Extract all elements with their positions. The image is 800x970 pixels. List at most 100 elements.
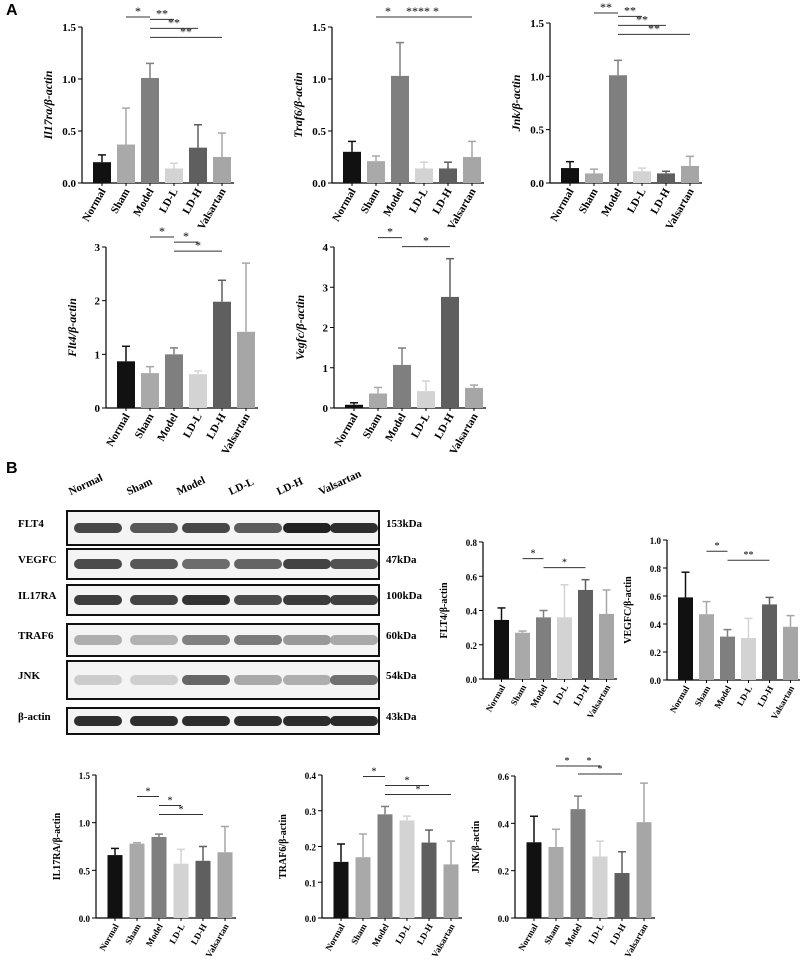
blot-band [330,559,378,569]
blot-band [130,523,178,533]
blot-size-label: 60kDa [386,630,417,642]
blot-band [283,675,331,685]
bar [762,604,777,680]
bar [494,619,509,679]
bar [561,168,579,183]
x-tick-label: Normal [516,922,540,953]
y-tick-label: 0.4 [466,607,478,617]
bar [107,855,123,918]
blot-protein-label: β-actin [18,711,51,723]
x-tick-label: LD-H [180,186,204,216]
bar [570,809,586,918]
blot-size-label: 100kDa [386,590,423,602]
significance-label: * [179,804,184,815]
x-tick-label: Model [155,412,180,444]
significance-label: * [423,234,429,248]
bar [441,296,459,408]
significance-label: * [715,541,720,552]
bar [421,842,437,918]
y-tick-label: 0.2 [466,641,478,651]
x-tick-label: Sham [577,187,601,216]
significance-label: ** [600,0,612,14]
bar-chart: 0.0 0.2 0.4 0.6 0.8 1.0 VEGFC/β-actin Normal Sha… [623,536,800,721]
x-tick-label: Sham [509,683,529,707]
bar [585,173,603,183]
y-tick-label: 1.0 [530,71,544,83]
bar [526,842,542,918]
bar [189,147,207,183]
bar [614,873,630,918]
blot-band [130,559,178,569]
blot-band [283,595,331,605]
bar [237,331,255,408]
x-tick-label: Model [563,922,584,949]
blot-band [234,523,282,533]
blot-band [330,595,378,605]
significance-label: * [433,4,439,18]
x-tick-label: LD-L [167,922,186,946]
blot-size-label: 153kDa [386,518,423,530]
bar [443,864,459,918]
y-tick-label: 0.8 [466,538,478,548]
blot-band [283,523,331,533]
y-tick-label: 1.0 [650,536,662,546]
significance-label: ** [624,3,636,17]
significance-label: * [531,549,536,560]
bar [173,863,189,918]
significance-label: ** [418,4,430,18]
bar [377,814,393,918]
bar [165,168,183,183]
x-tick-label: Normal [330,187,358,224]
bar [439,168,457,183]
x-tick-label: Sham [542,922,562,946]
significance-label: * [562,558,567,569]
bar [463,157,481,183]
significance-label: * [416,784,421,795]
x-tick-label: Model [599,187,624,219]
bar [195,860,211,918]
significance-label: * [159,224,165,238]
bar [355,857,371,918]
bar [678,597,693,680]
y-tick-label: 0.6 [466,572,478,582]
x-tick-label: Sham [361,412,385,441]
blot-size-label: 43kDa [386,711,417,723]
blot-band [182,523,230,533]
blot-size-label: 54kDa [386,670,417,682]
y-tick-label: 0 [323,403,329,415]
x-tick-label: Model [712,684,733,711]
bar [129,843,145,918]
y-tick-label: 1.5 [79,771,91,781]
blot-strip [66,660,380,700]
x-tick-label: Normal [332,412,360,449]
y-axis-label: VEGFC/β-actin [623,576,634,644]
y-tick-label: 0.0 [498,914,510,924]
significance-label: * [168,795,173,806]
bar [783,626,798,680]
significance-label: ** [636,12,648,26]
bar-chart: 0.0 0.5 1.0 1.5 IL17RA/β-actin Normal Sham Mode… [52,771,236,959]
blot-band [182,716,230,726]
bar [417,391,435,408]
x-tick-label: LD-L [407,187,431,216]
x-tick-label: Model [528,683,549,710]
bar [343,151,361,183]
y-tick-label: 1 [323,363,329,375]
blot-band [330,635,378,645]
bar-chart: 0.0 0.1 0.2 0.3 0.4 TRAF6/β-actin Normal Sham Mo… [278,766,462,959]
bar [592,856,608,918]
y-tick-label: 0.0 [305,914,317,924]
y-tick-label: 0.2 [498,867,510,877]
x-tick-label: LD-L [181,412,205,441]
y-tick-label: 0.5 [62,126,76,138]
x-tick-label: LD-H [204,411,228,441]
bar [536,617,551,679]
blot-band [234,559,282,569]
bar [391,75,409,183]
y-tick-label: 1.5 [62,22,76,34]
blot-strip [66,584,380,616]
blot-strip [66,548,380,580]
blot-strip [66,510,380,546]
significance-label: ** [648,21,660,35]
